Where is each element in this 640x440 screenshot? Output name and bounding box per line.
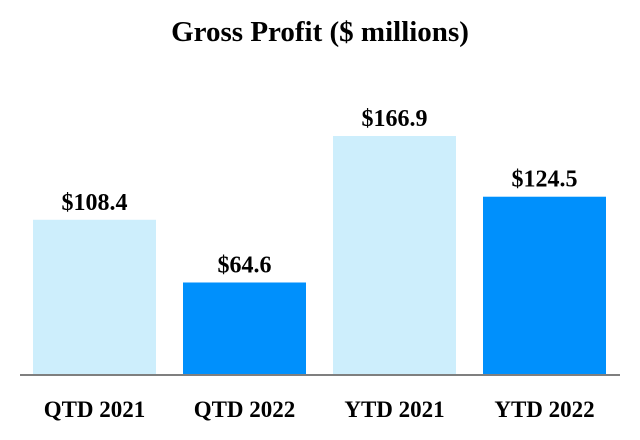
bar-value-label-4: $124.5 xyxy=(512,167,578,193)
category-label-2: QTD 2022 xyxy=(194,397,296,422)
bars-layer xyxy=(33,136,606,375)
bar-3 xyxy=(333,136,456,375)
bar-value-label-1: $108.4 xyxy=(62,190,128,216)
category-label-1: QTD 2021 xyxy=(44,397,146,422)
category-label-3: YTD 2021 xyxy=(344,397,444,422)
chart-title: Gross Profit ($ millions) xyxy=(171,16,469,48)
bar-2 xyxy=(183,282,306,375)
bar-1 xyxy=(33,219,156,375)
category-label-4: YTD 2022 xyxy=(494,397,594,422)
bar-4 xyxy=(483,196,606,375)
bar-value-label-3: $166.9 xyxy=(362,106,428,132)
bar-value-label-2: $64.6 xyxy=(218,252,272,278)
labels-layer: $108.4 QTD 2021 $64.6 QTD 2022 $166.9 YTD 202… xyxy=(44,106,595,422)
